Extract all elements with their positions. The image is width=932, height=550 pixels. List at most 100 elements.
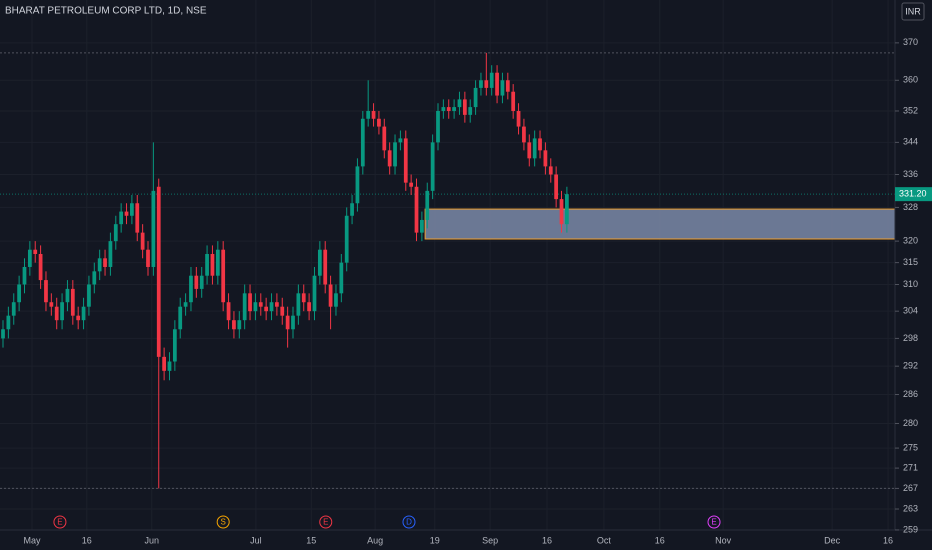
y-tick-label: 286	[903, 389, 918, 399]
candle-body	[312, 275, 317, 312]
x-tick-label: 16	[655, 535, 665, 545]
event-label: S	[221, 518, 226, 527]
y-tick-label: 259	[903, 524, 918, 534]
candle-body	[436, 110, 440, 143]
y-tick-label: 304	[903, 306, 918, 316]
candle-body	[113, 224, 118, 242]
y-tick-label: 298	[903, 333, 918, 343]
y-tick-label: 275	[903, 442, 918, 452]
candle-body	[441, 107, 446, 111]
candle-body	[505, 80, 510, 92]
y-tick-label: 263	[903, 503, 918, 513]
candle-body	[366, 110, 371, 119]
candle-body	[430, 142, 435, 191]
candle-body	[489, 72, 494, 88]
candle-body	[253, 302, 258, 312]
candle-body	[264, 306, 269, 312]
candle-body	[484, 80, 489, 88]
event-marker	[707, 515, 721, 529]
candle-body	[70, 288, 75, 316]
candle-body	[280, 306, 285, 316]
candle-body	[538, 138, 542, 151]
y-tick-label: 320	[903, 236, 918, 246]
candle-body	[479, 80, 483, 88]
event-marker	[319, 515, 333, 529]
last-price-label: 331.20	[899, 189, 927, 199]
y-tick-label: 360	[903, 75, 918, 85]
y-tick-label: 315	[903, 257, 918, 267]
event-label: E	[57, 518, 62, 527]
candle-body	[511, 91, 516, 111]
candle-body	[6, 315, 11, 330]
x-tick-label: 16	[883, 535, 893, 545]
candle-body	[22, 266, 27, 285]
candle-body	[215, 249, 220, 276]
candle-body	[387, 150, 392, 167]
candle-body	[328, 284, 333, 307]
event-label: D	[406, 518, 412, 527]
candle-body	[87, 284, 91, 307]
candle-body	[130, 203, 134, 216]
x-tick-label: Oct	[597, 535, 612, 545]
candle-body	[420, 219, 424, 233]
candle-body	[119, 211, 124, 225]
candle-body	[500, 80, 505, 96]
y-tick-label: 292	[903, 361, 918, 371]
y-tick-label: 267	[903, 483, 918, 493]
candle-body	[425, 190, 430, 220]
candle-body	[403, 138, 408, 183]
candle-body	[49, 302, 54, 307]
currency[interactable]: INR	[905, 6, 921, 16]
candle-body	[355, 166, 360, 204]
candle-body	[44, 280, 48, 303]
candle-body	[17, 284, 21, 303]
event-marker	[216, 515, 230, 529]
candle-body	[54, 306, 59, 321]
candle-body	[232, 320, 236, 330]
candle-body	[103, 258, 107, 267]
candle-body	[27, 249, 32, 267]
candle-body	[189, 275, 193, 303]
candle-body	[258, 302, 263, 307]
candle-body	[522, 126, 526, 143]
candle-body	[462, 99, 467, 115]
candle-body	[81, 306, 86, 321]
x-tick-label: Dec	[824, 535, 841, 545]
x-tick-label: May	[23, 535, 41, 545]
candle-body	[65, 288, 70, 303]
y-tick-label: 336	[903, 169, 918, 179]
candle-body	[205, 253, 209, 276]
candle-body	[162, 356, 166, 371]
candle-body	[495, 72, 499, 96]
y-tick-label: 271	[903, 462, 918, 472]
candle-body	[194, 275, 199, 289]
event-label: E	[711, 518, 716, 527]
candle-body	[76, 315, 81, 321]
candle-body	[565, 194, 569, 225]
currency-box[interactable]	[901, 2, 925, 21]
candle-body	[11, 302, 16, 316]
candle-body	[242, 293, 247, 321]
y-tick-label: 370	[903, 37, 918, 47]
candle-body	[339, 262, 344, 294]
candle-body	[60, 302, 64, 321]
candle-body	[210, 253, 215, 276]
candle-body	[97, 258, 102, 272]
event-marker	[53, 515, 67, 529]
candle-body	[414, 186, 419, 233]
y-tick-label: 344	[903, 137, 918, 147]
candle-body	[221, 249, 226, 303]
candle-body	[532, 138, 537, 159]
candle-body	[172, 329, 177, 362]
candle-body	[344, 215, 349, 263]
last-price-tag	[895, 187, 932, 202]
event-label: E	[323, 518, 328, 527]
candle-body	[248, 293, 252, 312]
candle-body	[468, 107, 473, 115]
candle-body	[178, 306, 183, 330]
candle-body	[146, 249, 150, 267]
event-marker	[402, 515, 416, 529]
candle-body	[199, 275, 204, 289]
x-tick-label: Nov	[715, 535, 732, 545]
